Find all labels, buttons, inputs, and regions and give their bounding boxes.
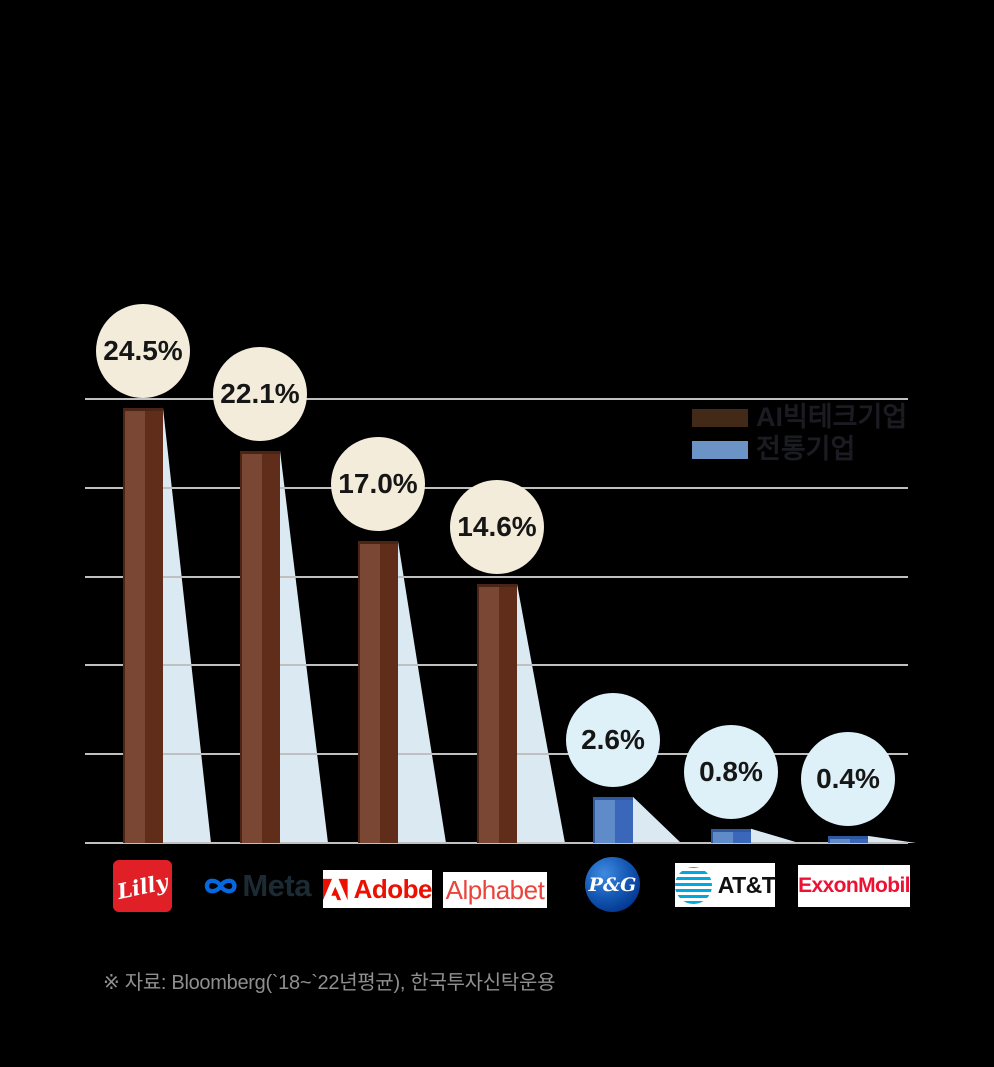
bar-shadow-triangle: [280, 450, 328, 843]
bar-shadow-triangle: [398, 541, 446, 843]
bar-shadow-triangle: [751, 828, 799, 843]
legend-swatch: [692, 408, 748, 427]
logo-adobe: Adobe: [323, 870, 433, 908]
gridline: [85, 575, 908, 578]
legend-item-1: 전통기업: [692, 436, 907, 463]
meta-infinity-icon: [204, 878, 237, 894]
exxonmobil-wordmark: ExxonMobil: [798, 874, 910, 897]
bar-exxonmobil: [828, 835, 868, 843]
meta-wordmark: Meta: [242, 868, 311, 903]
bar-att: [711, 828, 751, 843]
bar-pg: [593, 796, 633, 843]
value-bubble-att: 0.8%: [684, 724, 778, 819]
value-bubble-meta: 22.1%: [213, 346, 307, 441]
bar-shadow-triangle: [517, 583, 565, 843]
value-label: 22.1%: [220, 377, 300, 409]
bar-alphabet: [477, 583, 517, 843]
gridline: [85, 398, 908, 400]
bar-meta: [240, 450, 280, 843]
legend-label: 전통기업: [756, 434, 856, 464]
bar-shadow-triangle: [163, 407, 211, 843]
legend: AI빅테크기업 전통기업: [692, 404, 907, 472]
bar-lilly: [123, 407, 163, 843]
value-bubble-adobe: 17.0%: [331, 437, 425, 532]
value-label: 14.6%: [457, 510, 537, 542]
source-note: ※ 자료: Bloomberg(`18~`22년평균), 한국투자신탁운용: [103, 972, 556, 994]
value-bubble-lilly: 24.5%: [96, 303, 190, 398]
logo-exxonmobil: ExxonMobil: [798, 865, 911, 907]
adobe-a-icon: [323, 878, 348, 900]
logo-alphabet: Alphabet: [443, 872, 547, 908]
value-label: 24.5%: [103, 334, 183, 366]
value-bubble-exxonmobil: 0.4%: [801, 731, 895, 826]
lilly-wordmark: Lilly: [115, 868, 170, 904]
bar-shadow-triangle: [633, 796, 681, 843]
value-bubble-pg: 2.6%: [566, 692, 660, 787]
value-label: 2.6%: [581, 723, 645, 755]
logo-lilly: Lilly: [113, 860, 172, 912]
logo-pg: P&G: [585, 857, 640, 912]
logo-meta: Meta: [203, 866, 311, 906]
legend-item-0: AI빅테크기업: [692, 404, 907, 431]
bar-adobe: [358, 541, 398, 843]
legend-label: AI빅테크기업: [756, 402, 908, 432]
value-label: 0.8%: [699, 755, 763, 787]
value-label: 0.4%: [816, 762, 880, 794]
adobe-wordmark: Adobe: [353, 873, 433, 904]
logo-att: AT&T: [674, 863, 776, 907]
pg-wordmark: P&G: [588, 873, 637, 896]
att-globe-icon: [674, 866, 712, 904]
att-wordmark: AT&T: [717, 871, 776, 898]
value-bubble-alphabet: 14.6%: [450, 479, 544, 574]
bar-shadow-triangle: [868, 835, 916, 843]
alphabet-wordmark: Alphabet: [445, 874, 545, 905]
value-label: 17.0%: [338, 468, 418, 500]
legend-swatch: [692, 440, 748, 459]
gridline: [85, 842, 908, 844]
